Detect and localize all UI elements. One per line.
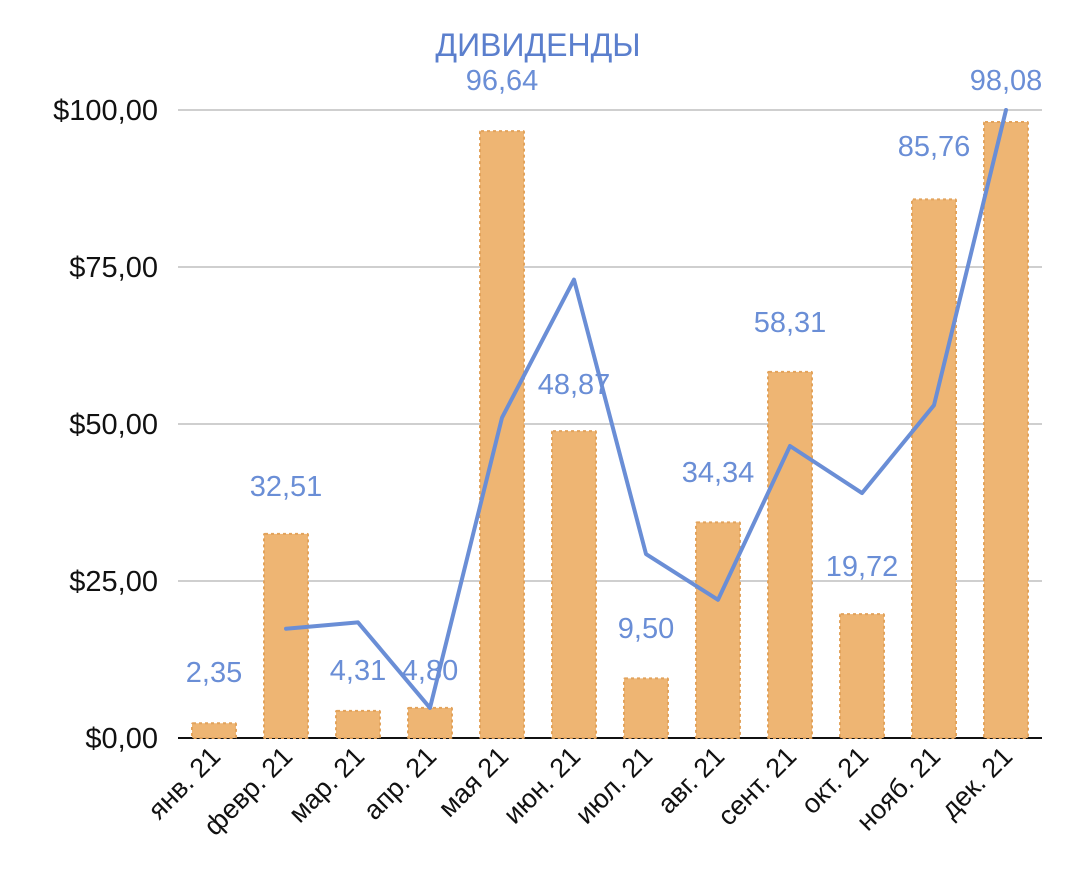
- bar: [695, 521, 741, 739]
- data-label: 19,72: [826, 551, 899, 583]
- bar: [767, 370, 813, 739]
- y-tick-label: $50,00: [69, 409, 158, 441]
- bar-series: [191, 121, 1029, 740]
- data-label: 32,51: [250, 471, 323, 503]
- data-labels: 2,35 32,51 4,31 4,80 96,64 48,87 9,50 34,34 58,3…: [186, 65, 1043, 689]
- data-label: 9,50: [618, 613, 674, 645]
- x-tick-label: сент. 21: [712, 741, 802, 831]
- bar: [191, 722, 237, 740]
- data-label: 34,34: [682, 457, 755, 489]
- x-tick-label: мар. 21: [283, 741, 370, 828]
- data-label: 4,31: [330, 655, 386, 687]
- data-label: 2,35: [186, 657, 242, 689]
- y-tick-label: $0,00: [85, 723, 158, 755]
- bar: [479, 130, 525, 739]
- chart-title: ДИВИДЕНДЫ: [435, 27, 640, 63]
- x-tick-label: июл. 21: [569, 741, 658, 830]
- y-axis-ticks: $0,00 $25,00 $50,00 $75,00 $100,00: [53, 95, 158, 755]
- bar: [839, 613, 885, 739]
- bar: [623, 677, 669, 740]
- line-series: [284, 108, 1008, 710]
- data-label: 58,31: [754, 307, 827, 339]
- line-series-path: [284, 108, 1008, 710]
- data-label: 98,08: [970, 65, 1043, 97]
- y-tick-label: $100,00: [53, 95, 158, 127]
- bar: [911, 198, 957, 740]
- bar: [983, 121, 1029, 739]
- bar: [407, 706, 453, 740]
- data-label: 4,80: [402, 655, 458, 687]
- x-tick-label: дек. 21: [935, 741, 1018, 824]
- bar: [551, 430, 597, 739]
- y-tick-label: $75,00: [69, 252, 158, 284]
- bar: [263, 532, 309, 740]
- data-label: 85,76: [898, 131, 971, 163]
- data-label: 48,87: [538, 369, 611, 401]
- x-tick-label: апр. 21: [358, 741, 443, 826]
- bar: [335, 709, 381, 740]
- x-tick-label: июн. 21: [498, 741, 587, 830]
- y-tick-label: $25,00: [69, 566, 158, 598]
- data-label: 96,64: [466, 65, 539, 97]
